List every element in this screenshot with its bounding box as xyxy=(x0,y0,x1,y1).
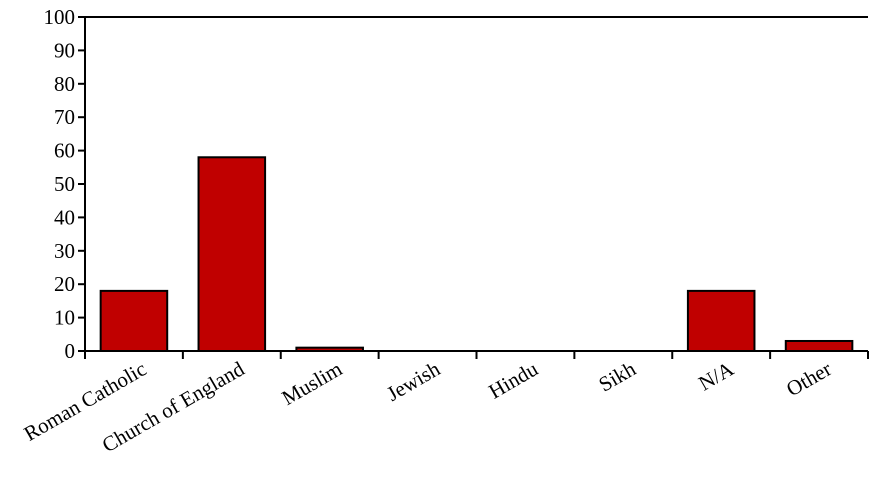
y-tick-label: 40 xyxy=(54,205,75,229)
x-category-label: N/A xyxy=(694,356,738,395)
x-category-label: Other xyxy=(782,357,835,402)
y-tick-label: 90 xyxy=(54,38,75,62)
x-category-label: Muslim xyxy=(278,357,347,410)
y-tick-label: 70 xyxy=(54,105,75,129)
bar xyxy=(686,289,756,353)
y-tick-label: 10 xyxy=(54,306,75,330)
x-category-label: Jewish xyxy=(383,356,445,406)
y-tick-label: 30 xyxy=(54,239,75,263)
bars-layer xyxy=(99,156,854,353)
y-tick-label: 60 xyxy=(54,139,75,163)
bar xyxy=(99,289,169,353)
y-tick-label: 50 xyxy=(54,172,75,196)
y-tick-label: 80 xyxy=(54,72,75,96)
y-tick-label: 100 xyxy=(44,5,76,29)
x-category-label: Sikh xyxy=(594,356,640,396)
y-axis: 0 10 20 30 40 50 60 70 80 90 100 xyxy=(44,5,86,363)
x-category-label: Hindu xyxy=(484,356,542,403)
y-tick-label: 20 xyxy=(54,272,75,296)
bar xyxy=(197,156,267,352)
bar xyxy=(784,339,854,353)
y-tick-label: 0 xyxy=(65,339,76,363)
